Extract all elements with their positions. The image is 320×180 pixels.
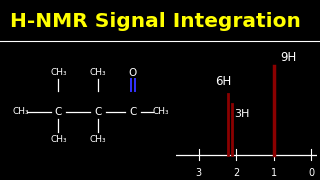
Text: 2: 2 xyxy=(233,168,239,178)
Text: CH₃: CH₃ xyxy=(12,107,29,116)
Text: 3H: 3H xyxy=(234,109,250,119)
Text: 9H: 9H xyxy=(280,51,297,64)
Text: H-NMR Signal Integration: H-NMR Signal Integration xyxy=(10,12,300,31)
Text: C: C xyxy=(94,107,102,117)
Text: C: C xyxy=(55,107,62,117)
Text: O: O xyxy=(129,68,137,78)
Text: CH₃: CH₃ xyxy=(152,107,169,116)
Text: CH₃: CH₃ xyxy=(50,135,67,144)
Text: 3: 3 xyxy=(196,168,202,178)
Text: CH₃: CH₃ xyxy=(90,68,107,77)
Text: 0: 0 xyxy=(308,168,314,178)
Text: C: C xyxy=(129,107,137,117)
Text: 6H: 6H xyxy=(215,75,231,88)
Text: CH₃: CH₃ xyxy=(90,135,107,144)
Text: CH₃: CH₃ xyxy=(50,68,67,77)
Text: 1: 1 xyxy=(270,168,277,178)
